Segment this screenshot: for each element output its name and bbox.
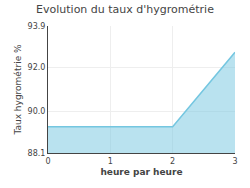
svg-text:0: 0 — [45, 157, 50, 166]
svg-text:heure par heure: heure par heure — [100, 167, 182, 177]
svg-text:Evolution du taux d'hygrométri: Evolution du taux d'hygrométrie — [36, 3, 214, 16]
svg-text:93.9: 93.9 — [28, 22, 46, 31]
svg-text:88.1: 88.1 — [28, 149, 46, 158]
svg-text:1: 1 — [108, 157, 113, 166]
svg-text:3: 3 — [232, 157, 237, 166]
svg-text:Taux hygrométrie %: Taux hygrométrie % — [13, 44, 23, 136]
svg-text:92.0: 92.0 — [28, 63, 46, 72]
svg-text:2: 2 — [170, 157, 175, 166]
svg-text:90.0: 90.0 — [28, 107, 46, 116]
